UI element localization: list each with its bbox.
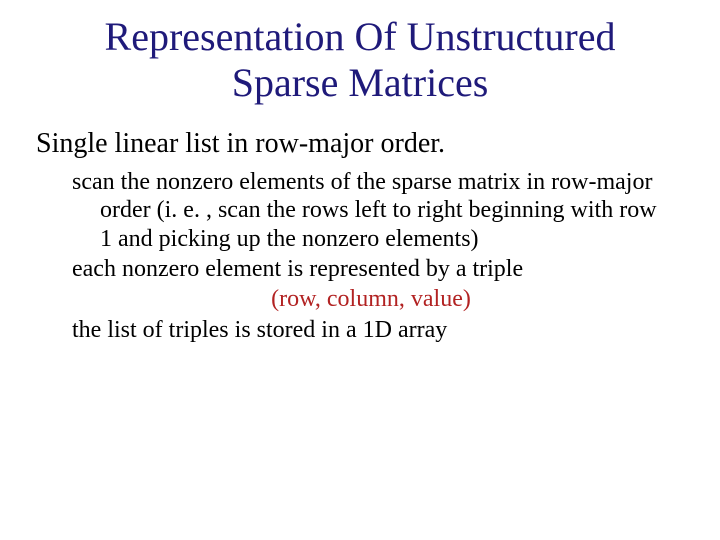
slide-subtitle: Single linear list in row-major order. [0,128,720,160]
slide-body: scan the nonzero elements of the sparse … [0,168,720,344]
title-line-2: Sparse Matrices [232,60,489,105]
body-triple-line: (row, column, value) [72,285,670,313]
body-paragraph-1: scan the nonzero elements of the sparse … [72,168,670,253]
body-paragraph-2: each nonzero element is represented by a… [72,255,670,283]
triple-highlight: (row, column, value) [271,286,471,312]
slide: Representation Of Unstructured Sparse Ma… [0,0,720,540]
title-line-1: Representation Of Unstructured [105,14,616,59]
slide-title: Representation Of Unstructured Sparse Ma… [0,0,720,106]
body-paragraph-3: the list of triples is stored in a 1D ar… [72,316,670,344]
